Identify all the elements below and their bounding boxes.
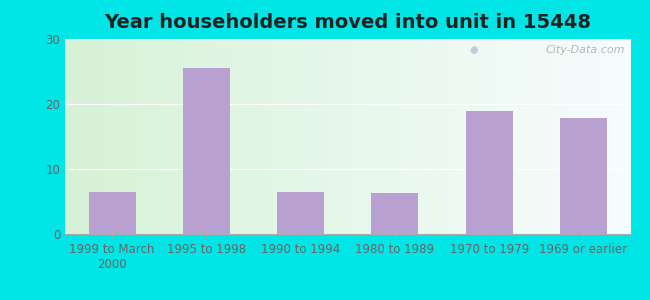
Bar xyxy=(371,193,419,234)
Title: Year householders moved into unit in 15448: Year householders moved into unit in 154… xyxy=(104,13,592,32)
Text: City-Data.com: City-Data.com xyxy=(545,45,625,55)
Bar xyxy=(277,192,324,234)
Bar xyxy=(183,68,230,234)
Bar xyxy=(465,110,513,234)
Text: ●: ● xyxy=(469,45,478,55)
Bar xyxy=(560,118,607,234)
Bar xyxy=(88,192,136,234)
